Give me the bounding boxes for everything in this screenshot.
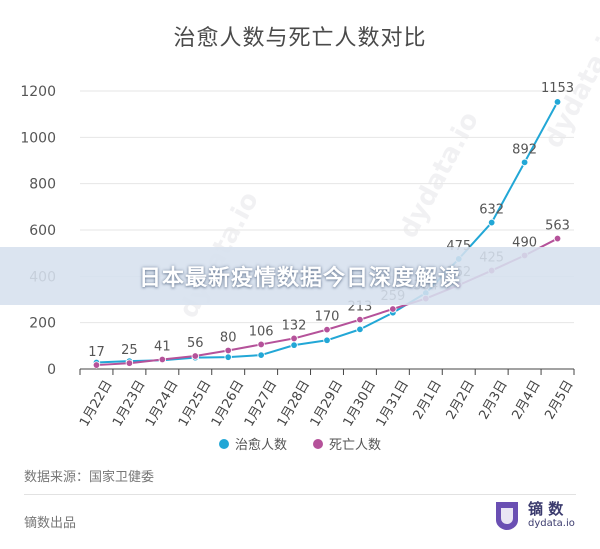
x-tick-label: 2月4日 (509, 378, 543, 422)
data-label-deaths: 170 (315, 310, 340, 325)
brand-mark-icon (496, 502, 518, 530)
data-point-deaths (290, 334, 298, 343)
data-point-deaths (553, 234, 562, 243)
footer-credit: 镝数出品 (24, 516, 77, 531)
data-label-deaths: 25 (121, 343, 138, 358)
legend-label-deaths: 死亡人数 (329, 438, 382, 453)
y-tick-label: 0 (47, 362, 56, 378)
data-point-deaths (92, 361, 101, 369)
data-label-deaths: 17 (88, 345, 105, 360)
data-point-recovered (520, 158, 529, 167)
data-point-deaths (158, 355, 167, 364)
x-tick-label: 2月2日 (444, 378, 478, 422)
data-point-deaths (191, 352, 199, 360)
x-tick-label: 2月1日 (411, 378, 445, 422)
x-tick-label: 2月5日 (542, 378, 576, 422)
data-point-recovered (224, 353, 232, 361)
data-point-deaths (224, 346, 232, 355)
data-label-recovered: 632 (479, 203, 504, 218)
data-label-deaths: 132 (282, 318, 307, 333)
data-point-deaths (323, 325, 331, 334)
data-label-deaths: 56 (187, 336, 204, 351)
data-point-recovered (553, 98, 562, 106)
data-point-recovered (323, 336, 331, 344)
data-point-recovered (487, 218, 496, 227)
data-point-deaths (125, 359, 134, 367)
data-label-deaths: 41 (154, 340, 171, 355)
y-tick-label: 1000 (20, 130, 56, 146)
y-tick-label: 1200 (20, 84, 56, 100)
series-lines (92, 98, 562, 369)
legend-swatch-recovered (218, 438, 229, 449)
data-labels: 4756328921153172541568010613217021325930… (88, 81, 574, 360)
chart-title: 治愈人数与死亡人数对比 (173, 26, 427, 51)
headline-text: 日本最新疫情数据今日深度解读 (138, 266, 461, 291)
data-label-deaths: 106 (249, 324, 274, 339)
brand-logo: 镝 数 dydata.io (492, 498, 575, 532)
x-tick-label: 2月3日 (476, 378, 510, 422)
data-point-recovered (356, 325, 364, 334)
data-point-deaths (389, 305, 397, 313)
data-label-recovered: 892 (512, 142, 537, 157)
data-label-deaths: 80 (220, 330, 237, 345)
y-tick-label: 800 (29, 177, 56, 193)
line-chart: 0200400600800100012001月22日1月23日1月24日1月25… (20, 81, 576, 430)
footer-divider (24, 494, 576, 495)
x-tick-label: 1月31日 (374, 378, 412, 430)
brand-domain: dydata.io (528, 517, 575, 529)
brand-name: 镝 数 (528, 500, 564, 519)
data-label-deaths: 563 (545, 219, 570, 234)
data-label-deaths: 490 (512, 235, 537, 250)
data-point-recovered (257, 351, 265, 359)
chart-legend: 治愈人数 死亡人数 (0, 434, 600, 453)
legend-label-recovered: 治愈人数 (234, 438, 287, 453)
y-tick-label: 200 (29, 316, 56, 332)
data-point-recovered (290, 341, 298, 349)
legend-item-recovered[interactable]: 治愈人数 (218, 434, 287, 453)
data-point-deaths (257, 340, 265, 349)
y-tick-label: 600 (29, 223, 56, 239)
data-source: 数据来源：国家卫健委 (24, 470, 155, 485)
legend-swatch-deaths (313, 438, 323, 449)
data-point-deaths (356, 315, 364, 324)
legend-item-deaths[interactable]: 死亡人数 (313, 434, 381, 453)
headline-banner: 日本最新疫情数据今日深度解读 (0, 247, 600, 305)
data-label-recovered: 1153 (541, 81, 574, 96)
